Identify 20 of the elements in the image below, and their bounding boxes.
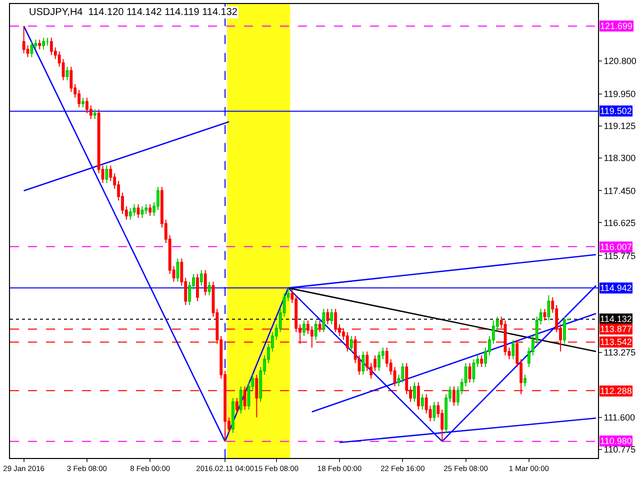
y-tick-label: 113.275 <box>604 348 636 358</box>
ref-line-label: 114.942 <box>600 283 632 293</box>
y-tick-label: 116.625 <box>604 218 636 228</box>
ref-line-label: 112.288 <box>600 386 632 396</box>
ref-line-label: 114.132 <box>600 314 632 324</box>
ref-line-label: 121.699 <box>600 21 633 31</box>
y-tick-label: 120.800 <box>604 56 636 66</box>
ref-line-label: 113.877 <box>600 324 632 334</box>
ref-line-label: 119.502 <box>600 106 632 116</box>
ref-line-label: 113.542 <box>600 337 632 347</box>
ref-line-label: 110.980 <box>600 436 632 446</box>
y-tick-label: 111.600 <box>604 412 636 422</box>
y-tick-label: 119.125 <box>604 120 636 131</box>
y-tick-label: 110.775 <box>604 444 636 454</box>
y-tick-label: 119.950 <box>604 89 636 100</box>
y-tick-label: 118.300 <box>604 152 636 163</box>
chart-title: USDJPY,H4 114.120 114.142 114.119 114.132 <box>29 7 238 18</box>
ref-line-label: 116.007 <box>600 242 632 252</box>
y-tick-label: 117.450 <box>604 186 636 196</box>
y-tick-label: 115.775 <box>604 250 636 261</box>
